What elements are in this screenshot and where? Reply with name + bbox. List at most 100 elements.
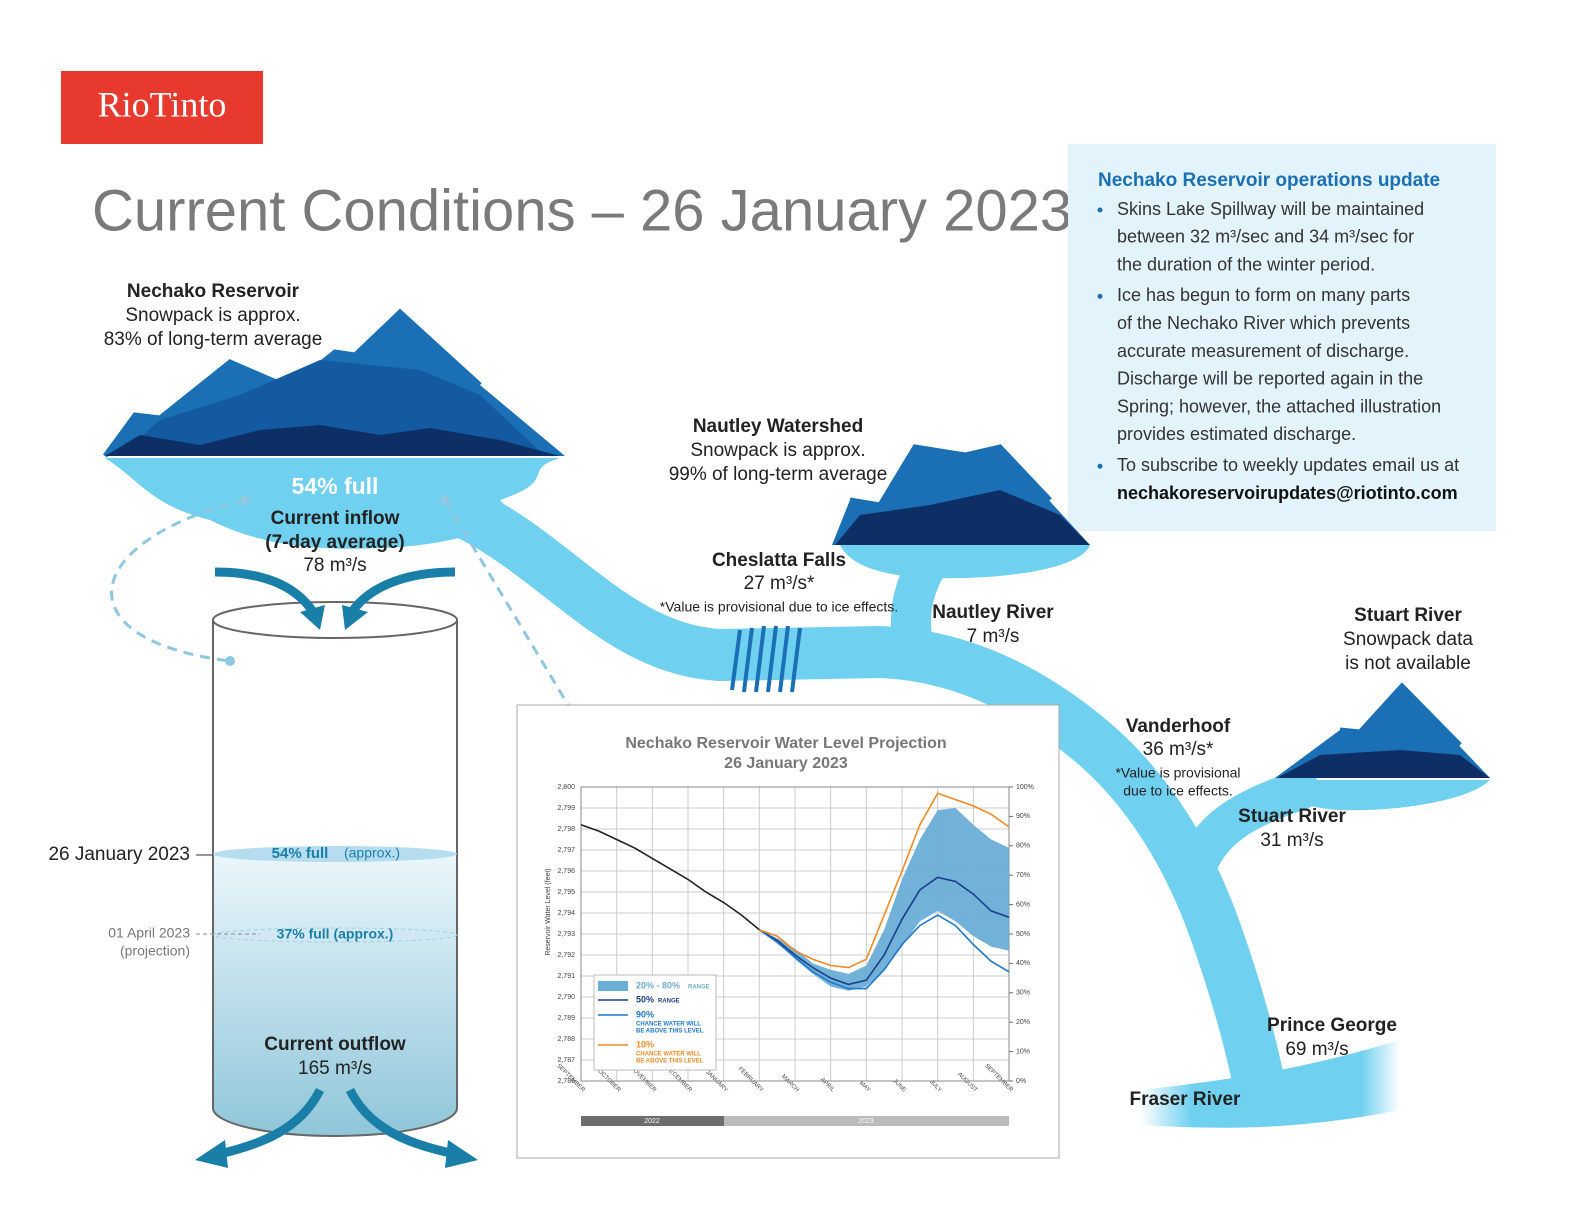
label: 31 m³/s <box>1260 830 1323 851</box>
bullet-text: Discharge will be reported again in the <box>1117 369 1423 389</box>
y-tick-label: 2,795 <box>557 889 575 896</box>
label: (7-day average) <box>265 532 404 553</box>
mountain <box>835 490 1090 545</box>
chart-subtitle: 26 January 2023 <box>724 755 848 772</box>
inflow-arrows <box>214 567 461 1160</box>
bullet-text: provides estimated discharge. <box>1117 424 1356 444</box>
y-tick-label: 2,792 <box>557 952 575 959</box>
y-tick-label: 2,789 <box>557 1015 575 1022</box>
legend-swatch <box>598 981 628 991</box>
label: Prince George <box>1267 1015 1397 1036</box>
y2-tick-label: 50% <box>1016 931 1030 938</box>
label: Snowpack data <box>1343 629 1473 650</box>
label: *Value is provisional due to ice effects… <box>660 599 898 615</box>
year-label: 2022 <box>644 1118 660 1125</box>
label: Current outflow <box>264 1034 406 1055</box>
connector-dot <box>240 495 250 505</box>
y2-tick-label: 10% <box>1016 1048 1030 1055</box>
y2-tick-label: 20% <box>1016 1019 1030 1026</box>
legend-note: CHANCE WATER WILL <box>636 1022 701 1028</box>
series-line <box>758 876 1010 986</box>
connector-dot <box>440 495 450 505</box>
mountain-outline <box>1339 682 1462 747</box>
level-37 <box>212 927 458 943</box>
legend-label: 20% - 80% <box>636 980 680 990</box>
legend-note: RANGE <box>688 985 710 991</box>
label: Cheslatta Falls <box>712 550 846 571</box>
mountain <box>105 425 560 456</box>
mountain <box>1277 750 1490 778</box>
label: due to ice effects. <box>1123 783 1232 799</box>
y2-tick-label: 40% <box>1016 960 1030 967</box>
arrow-heads <box>195 605 478 1168</box>
y-tick-label: 2,798 <box>557 826 575 833</box>
label: Nautley River <box>932 602 1054 623</box>
legend-note: BE ABOVE THIS LEVEL <box>636 1059 704 1065</box>
bullet-dot <box>1097 463 1103 469</box>
label: Fraser River <box>1130 1089 1242 1110</box>
label: 54% full <box>272 845 329 862</box>
logo-box <box>61 71 263 144</box>
legend-label: 90% <box>636 1009 654 1019</box>
y-tick-label: 2,793 <box>557 931 575 938</box>
label: Stuart River <box>1238 806 1346 827</box>
connector <box>110 498 587 734</box>
mountain-outline <box>849 444 1052 508</box>
label: *Value is provisional <box>1115 765 1240 781</box>
label: 01 April 2023 <box>108 925 190 941</box>
chart-title: Nechako Reservoir Water Level Projection <box>625 735 946 752</box>
label: 36 m³/s* <box>1143 739 1214 760</box>
legend-note: BE ABOVE THIS LEVEL <box>636 1029 704 1035</box>
legend-note: CHANCE WATER WILL <box>636 1052 701 1058</box>
update-box <box>1068 144 1496 531</box>
fraser-river <box>1140 1040 1400 1128</box>
page-title: Current Conditions – 26 January 2023 <box>92 178 1072 243</box>
y-tick-label: 2,787 <box>557 1057 575 1064</box>
reservoir-lake <box>105 458 560 549</box>
connector-dot <box>225 656 235 666</box>
label: 99% of long-term average <box>669 464 888 485</box>
range-band <box>759 808 1009 991</box>
y-axis-label: Reservoir Water Level (feet) <box>545 868 552 955</box>
bullet-text: Skins Lake Spillway will be maintained <box>1117 199 1424 219</box>
bullet-text: Spring; however, the attached illustrati… <box>1117 396 1441 416</box>
y-tick-label: 2,794 <box>557 910 575 917</box>
label: (approx.) <box>344 845 400 861</box>
bullet-dot <box>1097 207 1103 213</box>
label: 26 January 2023 <box>48 844 190 865</box>
y-tick-label: 2,791 <box>557 973 575 980</box>
y2-tick-label: 80% <box>1016 843 1030 850</box>
nautley-lake <box>840 545 1090 579</box>
legend-label: 10% <box>636 1039 654 1049</box>
year-bar <box>724 1116 1009 1126</box>
label: 69 m³/s <box>1285 1039 1348 1060</box>
logo: RioTinto <box>98 84 227 124</box>
label: (projection) <box>120 943 190 959</box>
bullet-text: accurate measurement of discharge. <box>1117 341 1409 361</box>
y-tick-label: 2,799 <box>557 805 575 812</box>
y-tick-label: 2,790 <box>557 994 575 1001</box>
bullet-text: between 32 m³/sec and 34 m³/sec for <box>1117 227 1414 247</box>
y2-tick-label: 100% <box>1016 784 1034 791</box>
bullet-text: To subscribe to weekly updates email us … <box>1117 455 1459 475</box>
y2-tick-label: 60% <box>1016 901 1030 908</box>
legend-label: 50% <box>636 994 654 1004</box>
label: Snowpack is approx. <box>690 440 865 461</box>
label: 83% of long-term average <box>104 329 323 350</box>
level-54 <box>213 846 457 862</box>
label: Nautley Watershed <box>693 416 863 437</box>
label: Current inflow <box>271 508 400 529</box>
label: 78 m³/s <box>303 555 366 576</box>
label: 27 m³/s* <box>744 573 815 594</box>
label: is not available <box>1345 653 1471 674</box>
series-line <box>758 914 1010 990</box>
label: 7 m³/s <box>967 626 1020 647</box>
cylinder-top <box>212 601 458 639</box>
bullet-text: the duration of the winter period. <box>1117 254 1375 274</box>
y-tick-label: 2,800 <box>557 784 575 791</box>
year-label: 2023 <box>858 1118 874 1125</box>
cylinder <box>212 620 458 1137</box>
y2-tick-label: 30% <box>1016 990 1030 997</box>
